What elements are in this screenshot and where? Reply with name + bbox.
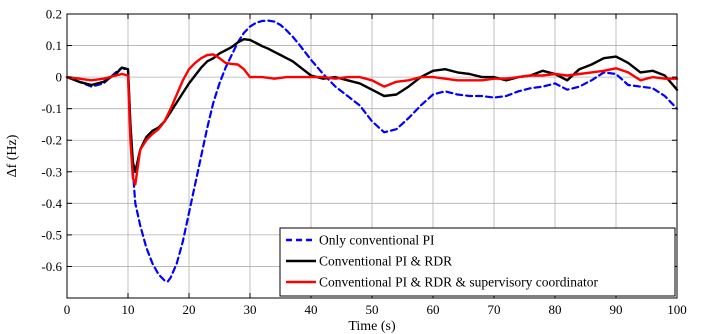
x-tick-label: 30 <box>244 302 257 317</box>
x-axis-title: Time (s) <box>348 319 396 334</box>
y-tick-label: -0.1 <box>41 101 62 116</box>
y-tick-label: -0.4 <box>41 196 62 211</box>
x-tick-label: 20 <box>183 302 196 317</box>
y-axis-title: Δf (Hz) <box>5 134 20 177</box>
x-tick-label: 80 <box>549 302 562 317</box>
y-tick-label: -0.6 <box>41 259 62 274</box>
y-tick-label: -0.3 <box>41 164 62 179</box>
series-line-3 <box>65 53 679 186</box>
x-tick-label: 90 <box>610 302 623 317</box>
legend-box <box>279 227 676 297</box>
y-tick-label: 0.2 <box>46 7 62 22</box>
x-tick-label: 100 <box>667 302 687 317</box>
series-line-2 <box>65 38 679 173</box>
y-tick-label: -0.2 <box>41 133 62 148</box>
y-tick-label: 0 <box>56 70 63 85</box>
x-tick-label: 60 <box>427 302 440 317</box>
x-tick-label: 0 <box>64 302 71 317</box>
legend-label-1: Only conventional PI <box>319 233 435 248</box>
legend-label-2: Conventional PI & RDR <box>319 254 452 269</box>
x-tick-label: 50 <box>366 302 379 317</box>
x-tick-label: 40 <box>305 302 318 317</box>
x-tick-label: 10 <box>122 302 135 317</box>
y-tick-label: 0.1 <box>46 38 62 53</box>
series-line-1 <box>65 19 679 283</box>
x-tick-label: 70 <box>488 302 501 317</box>
legend-label-3: Conventional PI & RDR & supervisory coor… <box>319 275 598 290</box>
y-tick-label: -0.5 <box>41 227 62 242</box>
